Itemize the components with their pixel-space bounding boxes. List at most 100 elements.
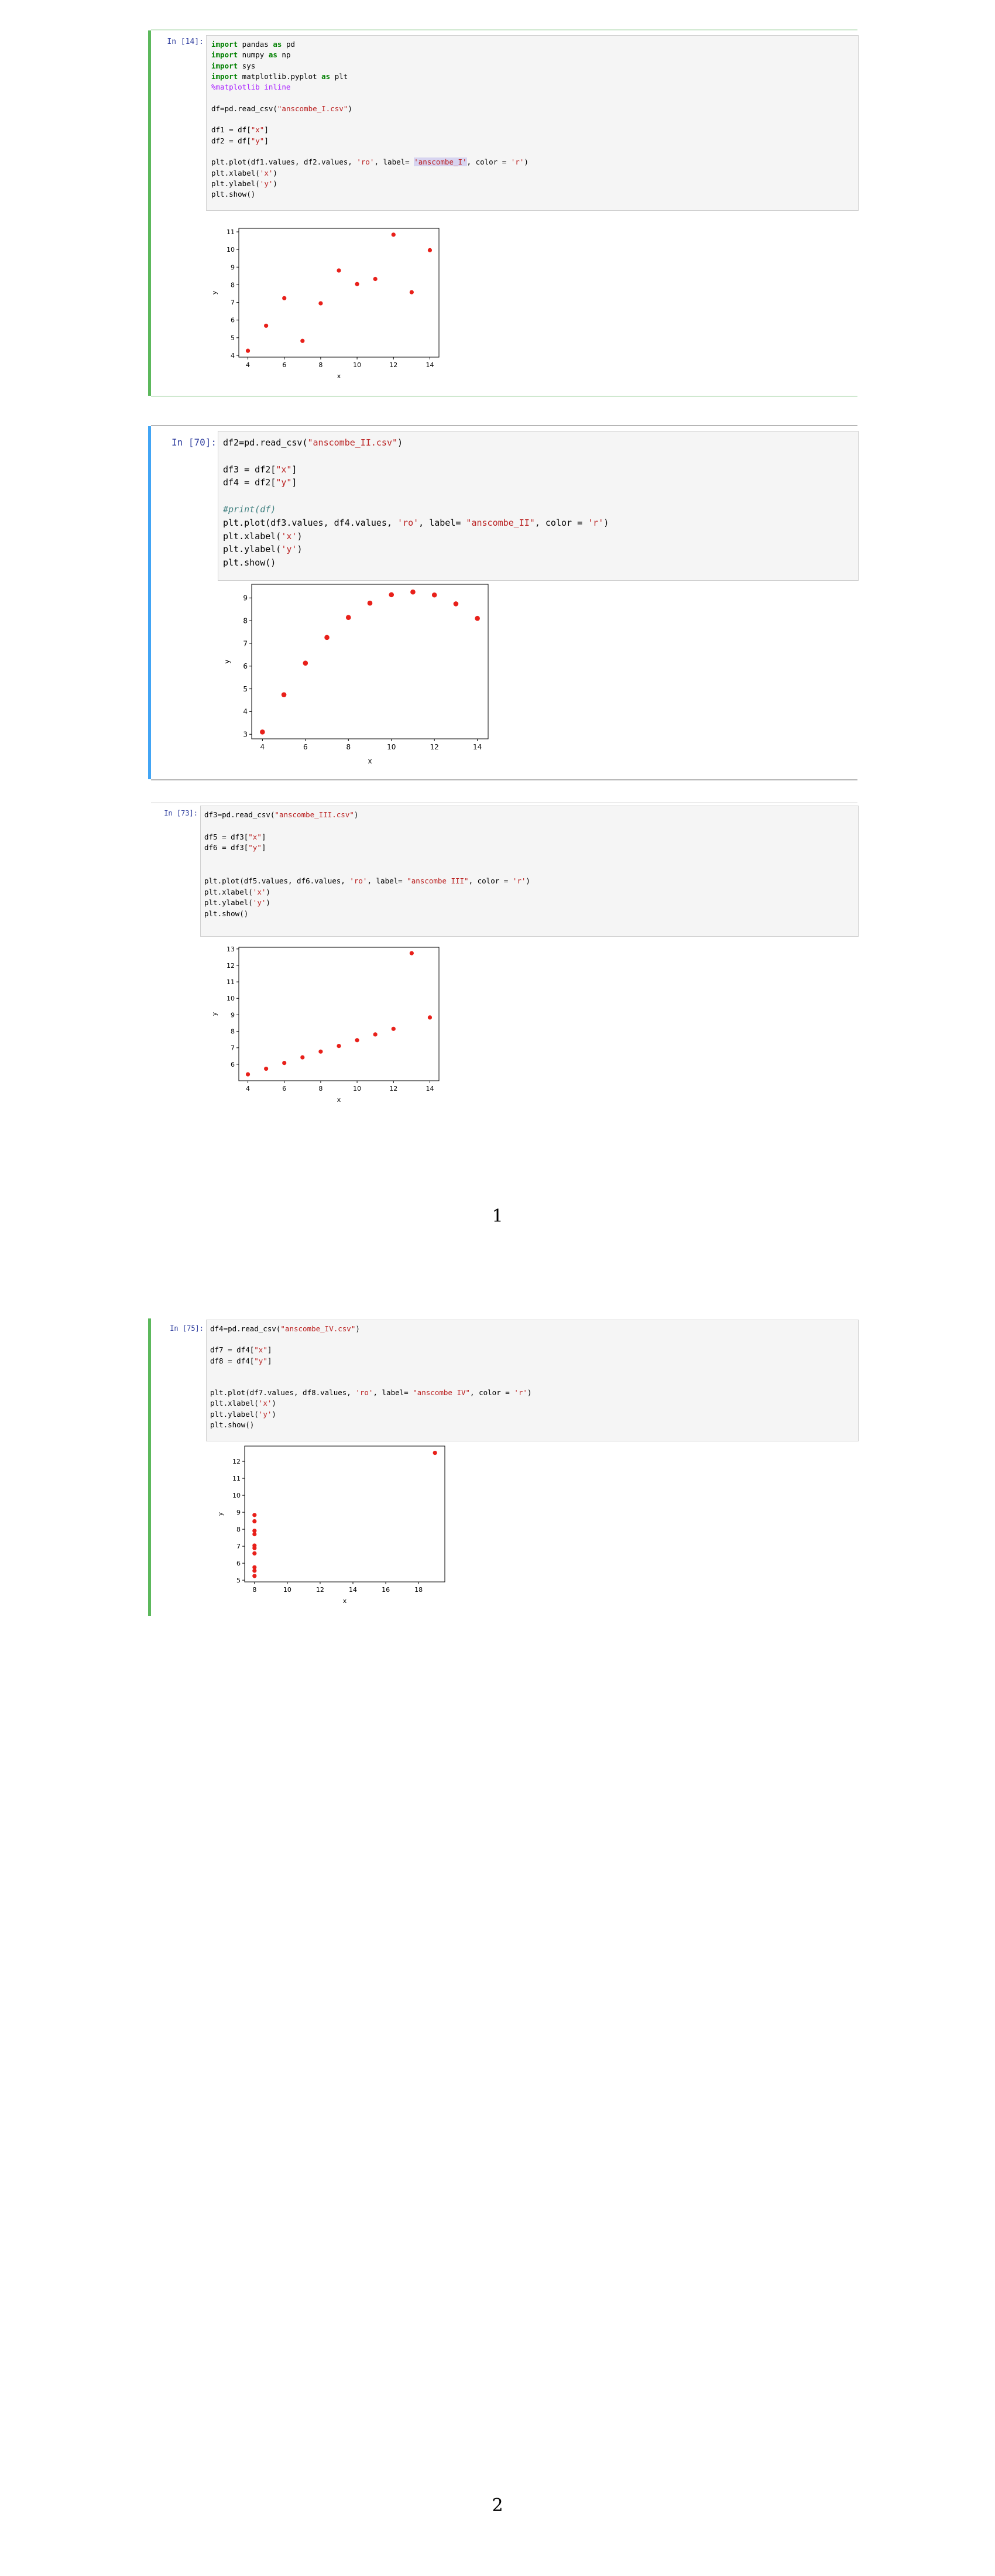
data-point xyxy=(318,1049,323,1054)
code-line: import sys xyxy=(211,61,853,71)
code-line: import numpy as np xyxy=(211,50,853,60)
code-token: "x" xyxy=(276,464,292,475)
code-token: "anscombe_III.csv" xyxy=(275,810,354,819)
code-input[interactable]: import pandas as pd import numpy as np imp… xyxy=(206,35,859,211)
code-input[interactable]: df4=pd.read_csv("anscombe_IV.csv") df7 =… xyxy=(206,1320,859,1441)
code-token: plt.ylabel( xyxy=(210,1409,259,1419)
code-token: "y" xyxy=(254,1356,267,1365)
y-tick-label: 5 xyxy=(236,1577,241,1584)
code-line: import pandas as pd xyxy=(211,39,853,50)
code-token: df1 = df[ xyxy=(211,125,251,135)
code-token: plt.plot(df3.values, df4.values, xyxy=(223,517,398,528)
data-point xyxy=(252,1565,257,1570)
y-tick-label: 7 xyxy=(243,639,248,648)
code-line: plt.ylabel('y') xyxy=(210,1409,855,1420)
x-tick-label: 4 xyxy=(246,1085,250,1092)
data-point xyxy=(410,589,416,595)
y-tick-label: 6 xyxy=(231,317,235,324)
code-token: 'ro' xyxy=(349,876,368,885)
notebook-cell-4[interactable]: In [75]: df4=pd.read_csv("anscombe_IV.cs… xyxy=(148,1318,859,1616)
code-line: plt.show() xyxy=(211,189,853,200)
code-token: plt.ylabel( xyxy=(204,898,253,907)
y-tick-label: 11 xyxy=(227,978,235,986)
code-token: 'ro' xyxy=(397,517,419,528)
code-block: df2=pd.read_csv("anscombe_II.csv") df3 =… xyxy=(218,431,858,574)
code-token: #print(df) xyxy=(223,503,276,515)
data-point xyxy=(409,290,414,294)
data-point xyxy=(281,692,287,697)
notebook-cell-2[interactable]: In [70]: df2=pd.read_csv("anscombe_II.cs… xyxy=(148,425,859,780)
code-token: ) xyxy=(266,887,270,896)
code-input[interactable]: df2=pd.read_csv("anscombe_II.csv") df3 =… xyxy=(218,431,859,581)
x-tick-label: 10 xyxy=(353,1085,361,1092)
code-token: import xyxy=(211,40,238,49)
code-line xyxy=(210,1366,855,1377)
y-tick-label: 13 xyxy=(227,946,235,953)
data-point xyxy=(264,1066,269,1071)
x-axis-label: x xyxy=(343,1597,347,1605)
plot-axes xyxy=(244,1445,445,1582)
x-tick-label: 6 xyxy=(303,743,308,751)
code-token: 'ro' xyxy=(355,1388,373,1397)
code-token: ) xyxy=(397,437,403,448)
code-token: ) xyxy=(297,544,303,555)
input-prompt: In [70]: xyxy=(171,437,217,448)
code-token: 'x' xyxy=(258,1399,272,1408)
data-point xyxy=(245,1072,251,1077)
code-token: sys xyxy=(238,61,256,70)
code-token: ) xyxy=(266,898,270,907)
code-token: 'x' xyxy=(259,168,273,177)
code-input[interactable]: df3=pd.read_csv("anscombe_III.csv") df5 … xyxy=(200,806,859,937)
code-token: , label= xyxy=(373,1388,413,1397)
code-token: import xyxy=(211,61,238,70)
code-token: "y" xyxy=(248,843,262,852)
code-token: df4 = df2[ xyxy=(223,477,276,488)
y-tick-label: 6 xyxy=(231,1061,235,1068)
code-token: df3=pd.read_csv( xyxy=(204,810,275,819)
code-line: df2 = df["y"] xyxy=(211,136,853,146)
code-token: ] xyxy=(267,1356,272,1365)
code-token: "anscombe_IV.csv" xyxy=(280,1324,356,1333)
data-point xyxy=(373,1032,378,1037)
code-token: ) xyxy=(354,810,359,819)
code-block: import pandas as pd import numpy as np imp… xyxy=(207,36,858,203)
x-tick-label: 16 xyxy=(382,1586,390,1594)
notebook-cell-3[interactable]: In [73]: df3=pd.read_csv("anscombe_III.c… xyxy=(148,802,859,1107)
x-tick-label: 14 xyxy=(349,1586,357,1594)
code-line: plt.show() xyxy=(204,909,855,920)
code-token: ] xyxy=(291,477,297,488)
code-block: df4=pd.read_csv("anscombe_IV.csv") df7 =… xyxy=(207,1320,858,1434)
y-tick-label: 10 xyxy=(232,1492,241,1499)
x-tick-label: 6 xyxy=(282,361,286,369)
code-token: numpy xyxy=(238,50,269,60)
code-token: , label= xyxy=(374,157,414,167)
code-line xyxy=(211,93,853,103)
code-line: %matplotlib inline xyxy=(211,82,853,93)
data-point xyxy=(391,232,396,237)
code-token: ] xyxy=(261,832,266,841)
code-token: df=pd.read_csv( xyxy=(211,104,277,113)
y-tick-label: 7 xyxy=(231,1044,235,1052)
code-block: df3=pd.read_csv("anscombe_III.csv") df5 … xyxy=(201,806,858,923)
cell-divider xyxy=(151,29,857,30)
data-point xyxy=(252,1551,257,1556)
y-tick-label: 12 xyxy=(227,962,235,970)
x-tick-label: 8 xyxy=(252,1586,256,1594)
code-line xyxy=(223,450,853,463)
y-tick-label: 9 xyxy=(231,1011,235,1019)
code-token: ] xyxy=(261,843,266,852)
code-token: "anscombe_I.csv" xyxy=(277,104,348,113)
code-token: df5 = df3[ xyxy=(204,832,249,841)
code-line: #print(df) xyxy=(223,503,853,516)
scatter-plot: 8 10 12 14 16 18 5 6 7 8 9 10 11 12 x y xyxy=(217,1445,445,1605)
code-line: df3=pd.read_csv("anscombe_III.csv") xyxy=(204,810,855,821)
data-point xyxy=(337,1044,341,1049)
x-axis-label: x xyxy=(337,1096,341,1104)
code-token: , color = xyxy=(470,1388,514,1397)
plot-axes xyxy=(238,947,440,1081)
notebook-cell-1[interactable]: In [14]: import pandas as pd import numpy… xyxy=(148,29,859,397)
x-tick-label: 14 xyxy=(473,743,482,751)
code-line xyxy=(211,114,853,125)
x-tick-label: 12 xyxy=(316,1586,324,1594)
code-line: import matplotlib.pyplot as plt xyxy=(211,71,853,82)
